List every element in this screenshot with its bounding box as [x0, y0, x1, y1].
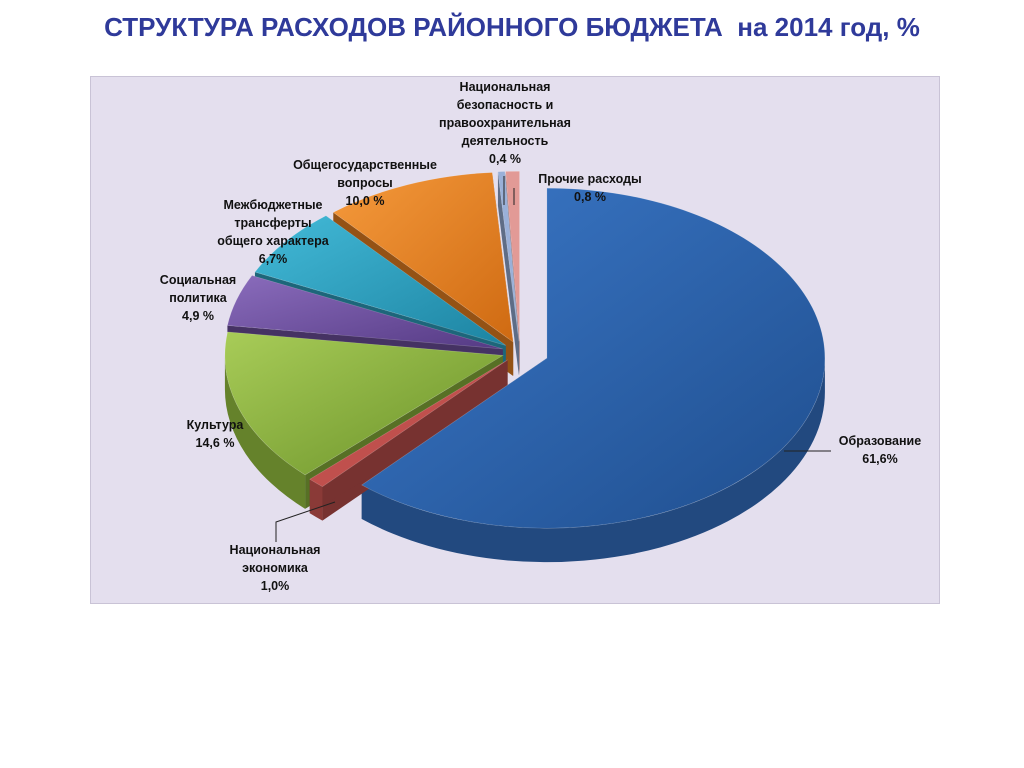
label-obshchegos: Общегосударственные вопросы 10,0 %: [293, 158, 437, 208]
label-obrazovanie: Образование 61,6%: [838, 434, 922, 466]
pie-tops: [224, 170, 826, 529]
label-prochie: Прочие расходы 0,8 %: [538, 172, 642, 204]
slice-face-национальная-безопасность-и-правоохранительная-деятельность-0: [497, 171, 519, 376]
slice-национальная-безопасность-и-правоохранительная-деятельность: [497, 171, 520, 342]
label-nats-ekonomika: Национальная экономика 1,0%: [229, 543, 321, 593]
slice-социальная-политика: [227, 275, 503, 350]
leader-lines: [275, 176, 831, 542]
leader-line-1: [275, 501, 336, 542]
slice-межбюджетные-трансферты-общего-характера: [254, 215, 506, 346]
label-kultura: Культура 14,6 %: [186, 418, 244, 450]
slice-общегосударственные-вопросы: [332, 172, 514, 343]
label-nats-bezopasnost: Национальная безопасность и правоохранит…: [439, 80, 571, 166]
slice-национальная-экономика: [309, 359, 508, 487]
slice-rim-культура-0: [224, 355, 306, 509]
slice-культура: [224, 331, 504, 476]
slice-образование: [361, 187, 826, 529]
slice-rim-национальная-экономика-0: [309, 479, 323, 521]
slice-face-национальная-экономика-1: [309, 359, 508, 514]
slice-прочие-расходы: [505, 170, 520, 342]
label-sots-politika: Социальная политика 4,9 %: [159, 273, 237, 323]
slice-rim-образование-0: [361, 358, 825, 563]
chart-title: СТРУКТУРА РАСХОДОВ РАЙОННОГО БЮДЖЕТА на …: [104, 12, 920, 42]
label-mezhbyudzhet: Межбюджетные трансферты общего характера…: [217, 198, 329, 266]
